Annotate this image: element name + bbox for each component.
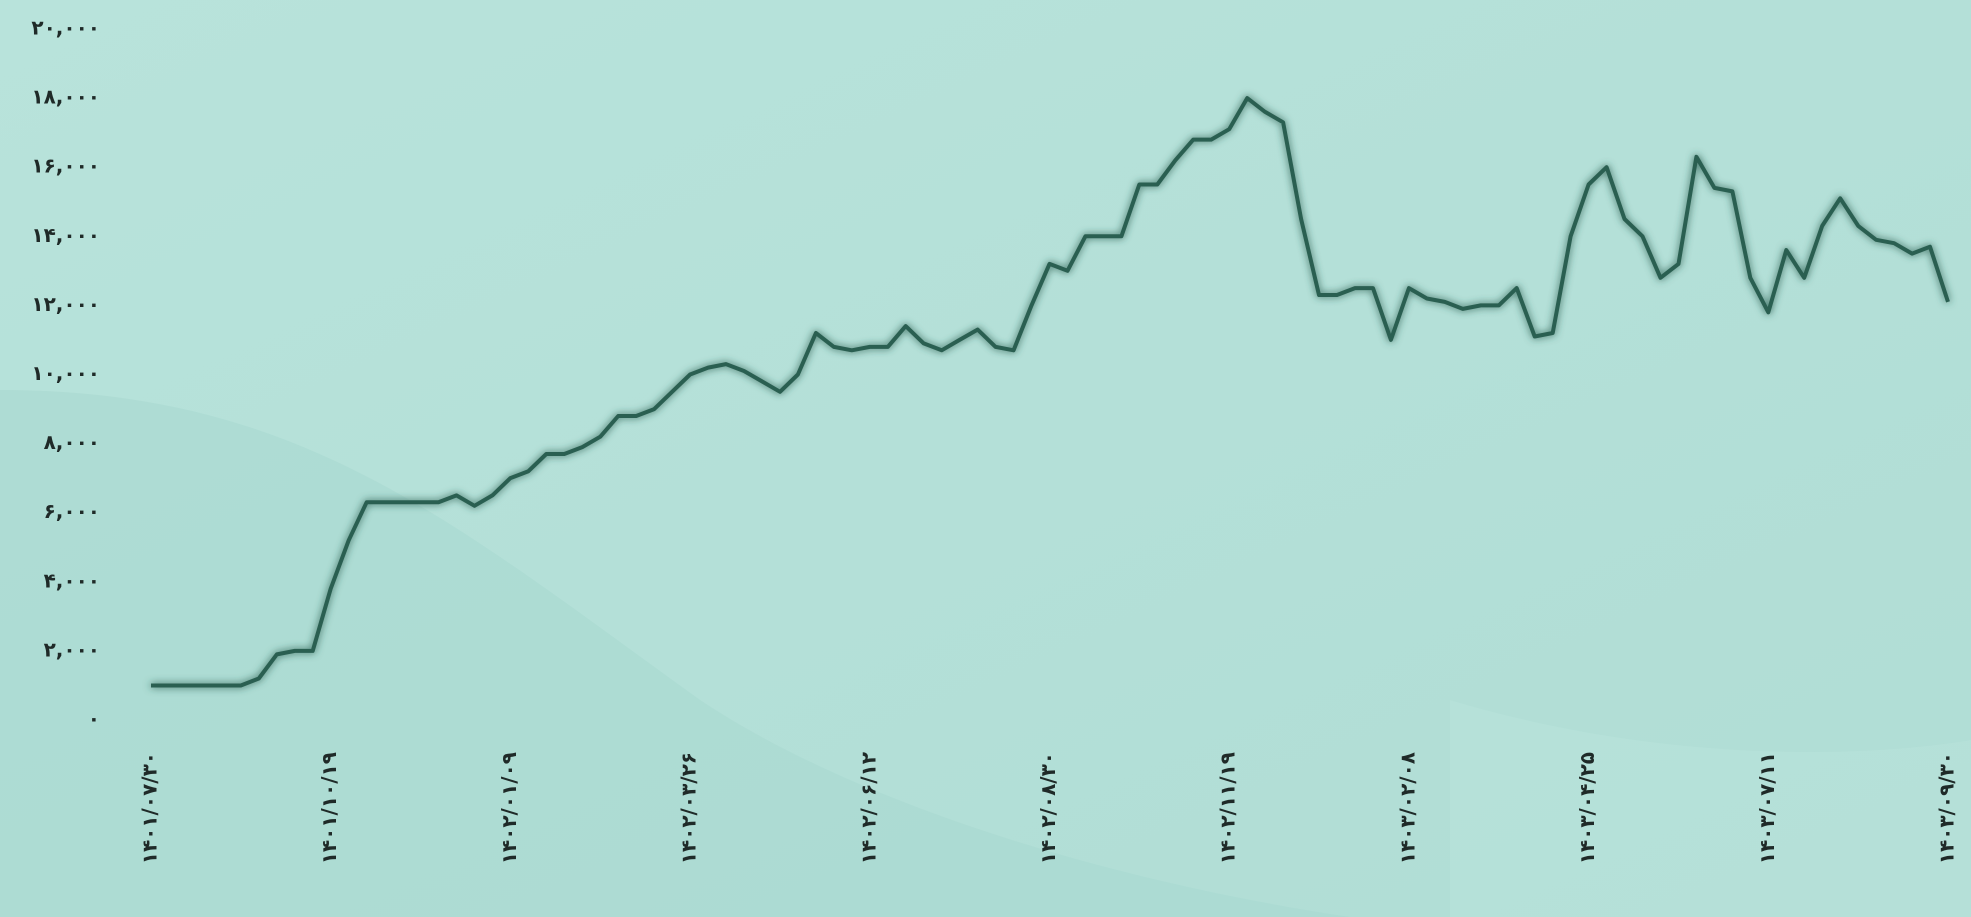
y-tick-label: ۸,۰۰۰ bbox=[44, 430, 100, 454]
x-tick-label: ۱۴۰۳/۰۲/۰۸ bbox=[1395, 752, 1419, 864]
y-tick-label: ۱۸,۰۰۰ bbox=[31, 85, 100, 109]
y-tick-label: ۶,۰۰۰ bbox=[44, 499, 100, 523]
y-tick-label: ۲,۰۰۰ bbox=[44, 637, 100, 661]
x-tick-label: ۱۴۰۳/۰۴/۲۵ bbox=[1575, 752, 1599, 864]
y-tick-label: ۱۴,۰۰۰ bbox=[31, 223, 100, 247]
x-tick-label: ۱۴۰۱/۰۷/۳۰ bbox=[138, 752, 162, 864]
y-tick-label: ۱۶,۰۰۰ bbox=[31, 154, 100, 178]
x-tick-label: ۱۴۰۳/۰۹/۳۰ bbox=[1935, 752, 1959, 864]
x-tick-label: ۱۴۰۲/۰۱/۰۹ bbox=[497, 752, 521, 864]
x-tick-label: ۱۴۰۱/۱۰/۱۹ bbox=[317, 752, 341, 864]
line bbox=[151, 96, 1950, 688]
y-tick-label: ۱۰,۰۰۰ bbox=[31, 361, 100, 385]
y-tick-label: ۲۰,۰۰۰ bbox=[31, 16, 100, 40]
x-tick-label: ۱۴۰۲/۰۶/۱۲ bbox=[856, 752, 880, 864]
x-tick-label: ۱۴۰۲/۰۸/۳۰ bbox=[1036, 752, 1060, 864]
background-shape bbox=[1450, 700, 1971, 917]
y-tick-label: ۰ bbox=[88, 707, 100, 731]
x-tick-label: ۱۴۰۳/۰۷/۱۱ bbox=[1755, 752, 1779, 864]
x-tick-label: ۱۴۰۲/۰۳/۲۶ bbox=[677, 752, 701, 864]
background-shape bbox=[0, 390, 1350, 917]
y-tick-label: ۴,۰۰۰ bbox=[44, 568, 100, 592]
y-tick-label: ۱۲,۰۰۰ bbox=[31, 292, 100, 316]
x-tick-label: ۱۴۰۲/۱۱/۱۹ bbox=[1216, 752, 1240, 864]
